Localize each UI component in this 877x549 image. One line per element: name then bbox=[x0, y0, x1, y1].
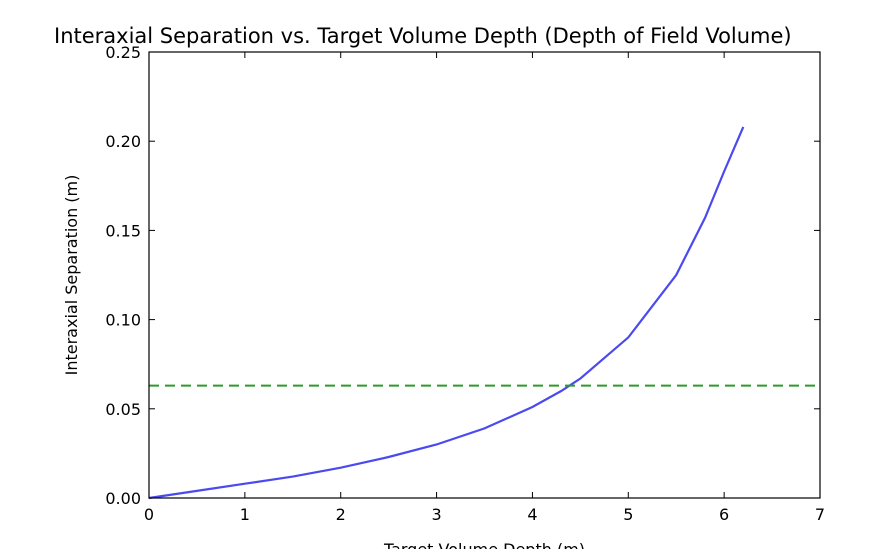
x-tick-label: 3 bbox=[431, 505, 441, 524]
y-axis: 0.00 0.05 0.10 0.15 0.20 0.25 bbox=[105, 43, 820, 508]
x-axis-label: Target Volume Depth (m) bbox=[383, 540, 585, 549]
chart-title: Interaxial Separation vs. Target Volume … bbox=[54, 24, 792, 48]
y-tick-label: 0.05 bbox=[105, 400, 141, 419]
x-tick-label: 1 bbox=[240, 505, 250, 524]
y-tick-label: 0.10 bbox=[105, 311, 141, 330]
y-tick-label: 0.00 bbox=[105, 489, 141, 508]
y-tick-label: 0.20 bbox=[105, 132, 141, 151]
x-tick-label: 2 bbox=[336, 505, 346, 524]
x-tick-label: 4 bbox=[527, 505, 537, 524]
x-axis: 0 1 2 3 4 5 6 7 bbox=[144, 52, 825, 524]
data-line bbox=[148, 126, 745, 500]
y-axis-label: Interaxial Separation (m) bbox=[62, 175, 81, 376]
y-tick-label: 0.25 bbox=[105, 43, 141, 62]
y-tick-label: 0.15 bbox=[105, 221, 141, 240]
x-tick-label: 6 bbox=[719, 505, 729, 524]
x-tick-label: 5 bbox=[623, 505, 633, 524]
x-tick-label: 7 bbox=[815, 505, 825, 524]
plot-area bbox=[148, 51, 821, 500]
x-tick-label: 0 bbox=[144, 505, 154, 524]
axes-frame bbox=[148, 51, 821, 499]
